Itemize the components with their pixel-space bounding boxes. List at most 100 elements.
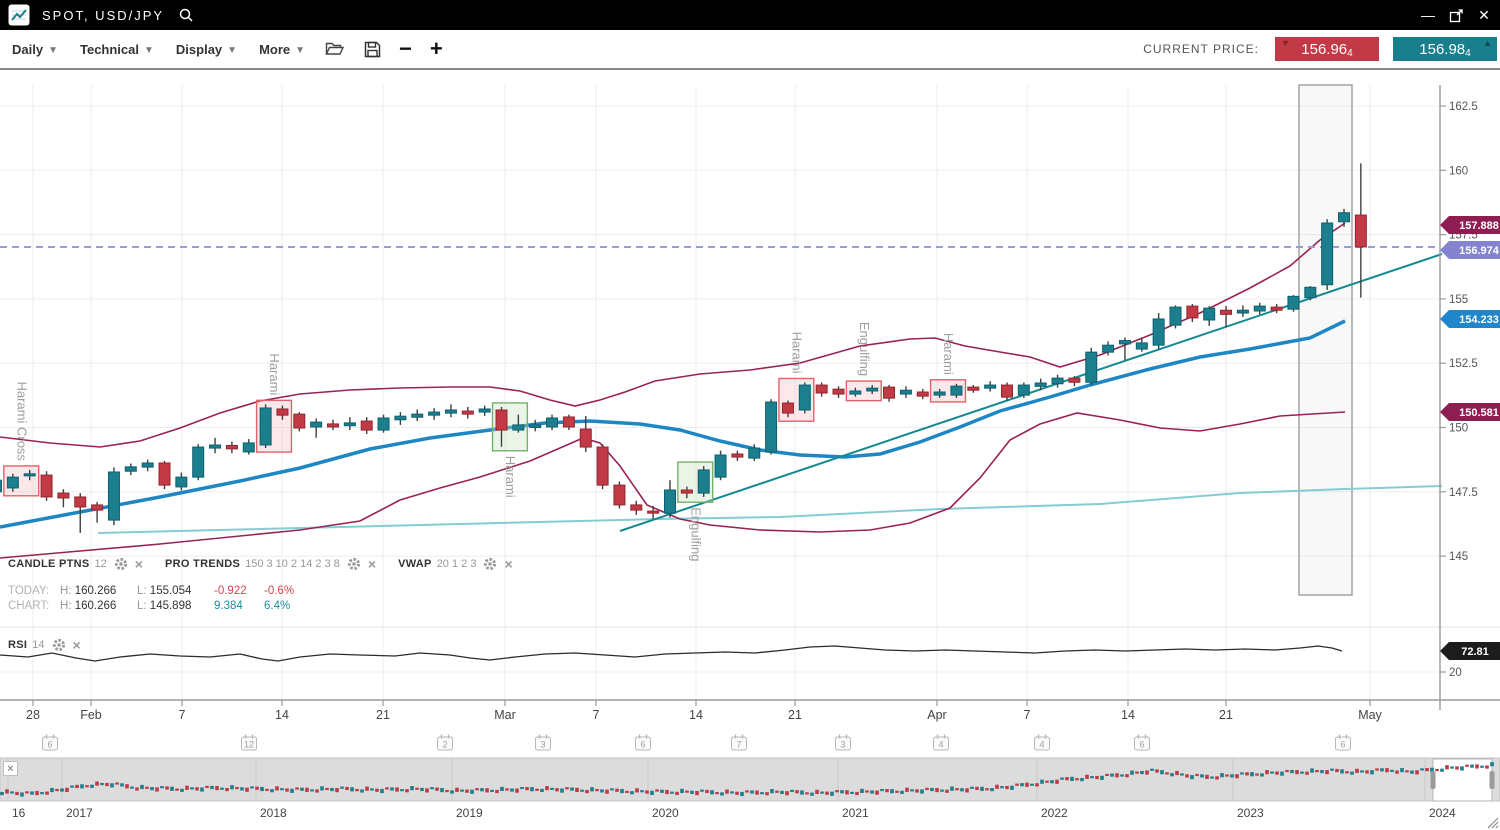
candle[interactable] [91, 504, 104, 511]
candle[interactable] [1118, 340, 1131, 345]
candle[interactable] [276, 408, 289, 416]
candle[interactable] [242, 442, 255, 453]
candle[interactable] [175, 476, 188, 488]
gear-icon[interactable] [483, 557, 497, 571]
candle[interactable] [765, 401, 778, 453]
candle[interactable] [1253, 305, 1266, 312]
bid-price-badge[interactable]: ▼ 156.96 4 [1275, 37, 1379, 61]
candle[interactable] [158, 462, 171, 486]
zoom-out-button[interactable]: − [399, 36, 412, 61]
candle[interactable] [360, 420, 373, 431]
resize-grip-icon[interactable] [1487, 817, 1499, 829]
zoom-in-button[interactable]: + [429, 36, 443, 61]
candle[interactable] [664, 489, 676, 514]
calendar-icon[interactable] [1034, 736, 1050, 751]
candle[interactable] [899, 389, 912, 395]
candle[interactable] [933, 391, 946, 396]
calendar-icon[interactable] [835, 736, 851, 751]
candle[interactable] [731, 453, 744, 458]
candle[interactable] [680, 489, 693, 494]
candle[interactable] [444, 409, 457, 414]
open-folder-icon[interactable] [325, 41, 345, 57]
candle[interactable] [259, 407, 272, 446]
close-icon[interactable]: × [504, 556, 513, 572]
candle[interactable] [748, 447, 761, 459]
candle[interactable] [1186, 305, 1199, 319]
gear-icon[interactable] [114, 557, 128, 571]
candle[interactable] [428, 411, 441, 416]
candle[interactable] [124, 466, 137, 472]
calendar-icon[interactable] [731, 736, 747, 751]
candle[interactable] [327, 423, 339, 428]
candle[interactable] [1354, 214, 1367, 248]
close-icon[interactable]: ✕ [1478, 6, 1490, 23]
candle[interactable] [0, 479, 2, 493]
candle[interactable] [461, 410, 474, 415]
candle[interactable] [630, 504, 643, 511]
candle[interactable] [714, 454, 727, 478]
candle[interactable] [1051, 377, 1064, 385]
candle[interactable] [1236, 309, 1249, 314]
calendar-icon[interactable] [437, 736, 453, 751]
display-dropdown[interactable]: Display ▼ [176, 42, 237, 57]
candle[interactable] [40, 474, 53, 498]
calendar-icon[interactable] [1134, 736, 1150, 751]
candle[interactable] [225, 445, 238, 450]
minimap-close-button[interactable]: × [3, 761, 18, 776]
candle[interactable] [377, 417, 390, 431]
candle[interactable] [23, 473, 36, 477]
candle[interactable] [209, 444, 222, 449]
candle[interactable] [849, 390, 862, 395]
minimap-background[interactable] [0, 757, 1500, 802]
calendar-icon[interactable] [241, 736, 257, 751]
candle[interactable] [478, 408, 491, 413]
candle[interactable] [596, 446, 609, 486]
candle[interactable] [411, 413, 424, 418]
minimap-selection[interactable] [1432, 758, 1493, 802]
candle[interactable] [6, 476, 19, 489]
candle[interactable] [1169, 306, 1182, 326]
candle[interactable] [1338, 212, 1350, 223]
candle[interactable] [815, 384, 828, 394]
timeframe-dropdown[interactable]: Daily ▼ [12, 42, 58, 57]
candle[interactable] [950, 385, 963, 396]
candle[interactable] [512, 424, 525, 431]
candle[interactable] [579, 428, 592, 448]
resize-grip-icon[interactable] [1491, 821, 1499, 829]
candle[interactable] [1001, 384, 1013, 398]
candle[interactable] [1304, 286, 1317, 299]
candle[interactable] [1085, 351, 1098, 383]
candle[interactable] [1321, 222, 1334, 286]
candle[interactable] [1152, 318, 1165, 346]
calendar-icon[interactable] [635, 736, 651, 751]
candle[interactable] [1102, 344, 1115, 353]
candle[interactable] [916, 391, 929, 397]
candle[interactable] [1034, 382, 1047, 387]
calendar-icon[interactable] [1335, 736, 1351, 751]
technical-dropdown[interactable]: Technical ▼ [80, 42, 154, 57]
candle[interactable] [613, 484, 626, 506]
candle[interactable] [1270, 306, 1283, 311]
candle[interactable] [141, 462, 154, 468]
candle[interactable] [529, 424, 542, 429]
candle[interactable] [546, 417, 559, 428]
candle[interactable] [1220, 309, 1233, 315]
candle[interactable] [647, 510, 660, 514]
ask-price-badge[interactable]: 156.98 4 ▲ [1393, 37, 1497, 61]
candle[interactable] [1017, 384, 1030, 396]
candle[interactable] [74, 496, 87, 508]
candle[interactable] [310, 421, 323, 428]
candle[interactable] [984, 384, 997, 389]
candle[interactable] [107, 471, 120, 521]
minimize-button[interactable]: — [1421, 7, 1435, 23]
more-dropdown[interactable]: More ▼ [259, 42, 305, 57]
minimap-selection-handle[interactable] [1430, 771, 1436, 789]
popout-icon[interactable] [1444, 4, 1468, 26]
candle[interactable] [1287, 295, 1300, 310]
candle[interactable] [798, 384, 811, 411]
candle[interactable] [57, 492, 70, 499]
candle[interactable] [1203, 307, 1216, 321]
candle[interactable] [394, 415, 407, 421]
close-icon[interactable]: × [367, 556, 377, 572]
